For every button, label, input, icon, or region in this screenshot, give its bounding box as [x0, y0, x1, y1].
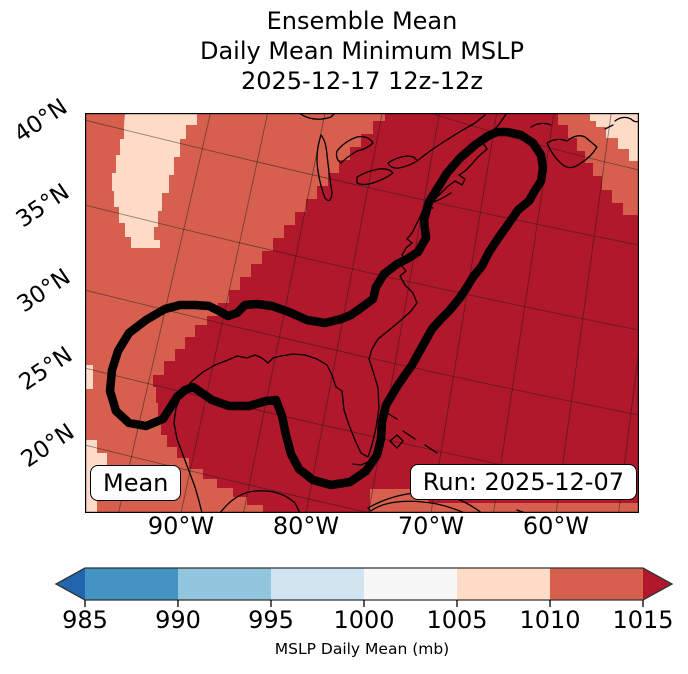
colorbar-under-arrow — [56, 568, 85, 600]
title-line-1: Ensemble Mean — [266, 7, 458, 35]
colorbar-segment — [457, 568, 550, 600]
colorbar-tick-label: 1005 — [426, 606, 488, 634]
lat-tick-label: 30°N — [12, 264, 76, 318]
fill-1005-1010-sliver-w — [85, 365, 93, 389]
highlight-contour — [105, 127, 548, 490]
lon-tick-label: 90°W — [147, 512, 215, 540]
colorbar-tick-label: 1000 — [333, 606, 395, 634]
map-border — [84, 112, 640, 514]
colorbar-tick-label: 995 — [248, 606, 294, 634]
colorbar-canvas — [54, 567, 674, 607]
colorbar-tick-label: 1010 — [519, 606, 581, 634]
title-line-3: 2025-12-17 12z-12z — [240, 67, 484, 95]
map: Mean Run: 2025-12-07 — [84, 110, 669, 571]
lon-tick-label: 80°W — [272, 512, 340, 540]
colorbar-segment — [178, 568, 271, 600]
colorbar-segment — [85, 568, 178, 600]
lat-tick-label: 25°N — [14, 342, 78, 396]
colorbar-segment — [271, 568, 364, 600]
colorbar-tick-label: 985 — [62, 606, 108, 634]
colorbar-ticks — [84, 600, 644, 607]
colorbar-over-arrow — [643, 568, 672, 600]
lat-tick-label: 40°N — [9, 94, 73, 148]
lat-tick-label: 20°N — [16, 419, 80, 473]
map-canvas — [84, 110, 669, 571]
colorbar-label: MSLP Daily Mean (mb) — [274, 640, 450, 658]
colorbar-tick-label: 990 — [155, 606, 201, 634]
mean-box: Mean — [90, 465, 182, 501]
colorbar-segment — [364, 568, 457, 600]
colorbar-segment — [550, 568, 643, 600]
lat-tick-label: 35°N — [11, 179, 75, 233]
lon-tick-label: 70°W — [397, 512, 465, 540]
fill-1005-1010-strip-nw — [112, 113, 197, 248]
fill-1005-1010-corner-ne — [590, 113, 639, 161]
chart-title: Ensemble Mean Daily Mean Minimum MSLP 20… — [85, 6, 639, 96]
lon-tick-label: 60°W — [522, 512, 590, 540]
colorbar-tick-label: 1015 — [612, 606, 674, 634]
title-line-2: Daily Mean Minimum MSLP — [199, 37, 524, 65]
run-box: Run: 2025-12-07 — [409, 464, 637, 500]
colorbar — [50, 563, 680, 610]
